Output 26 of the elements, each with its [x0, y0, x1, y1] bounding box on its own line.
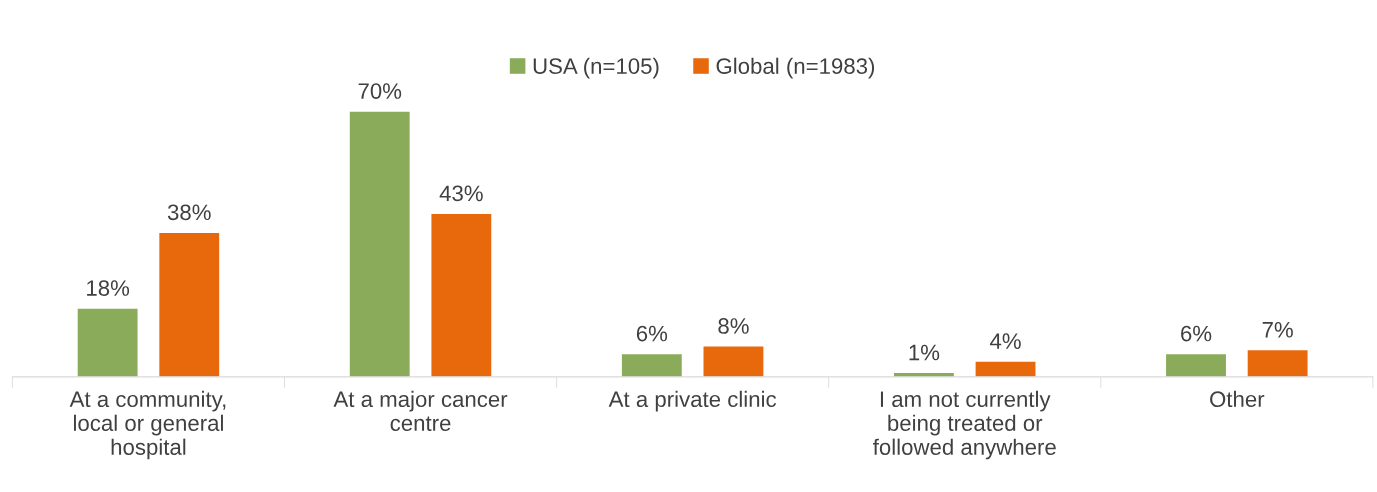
- data-label: 1%: [909, 344, 940, 361]
- data-label: 6%: [1181, 325, 1212, 342]
- bar: [77, 308, 138, 377]
- bar: [431, 213, 492, 377]
- x-tick-label: At a private clinic: [608, 390, 777, 412]
- data-label: 70%: [358, 83, 402, 99]
- bar: [975, 361, 1036, 377]
- bar: [1247, 350, 1308, 377]
- data-label: 18%: [87, 280, 130, 296]
- legend-label: USA (n=105): [533, 57, 659, 79]
- data-label: 4%: [989, 333, 1021, 349]
- bar: [349, 111, 410, 377]
- x-tick-label: At a major cancer centre: [333, 390, 508, 432]
- legend-label: Global (n=1983): [716, 57, 875, 79]
- data-label: 6%: [636, 325, 668, 342]
- data-label: 43%: [439, 185, 483, 202]
- data-label: 7%: [1262, 321, 1293, 338]
- bar: [621, 354, 682, 377]
- x-tick-label: At a community, local or general hospital: [69, 390, 226, 460]
- data-label: 8%: [718, 318, 749, 334]
- x-tick-label: I am not currently being treated or followed anywhere: [873, 390, 1056, 460]
- bar: [703, 346, 764, 377]
- x-tick-label: Other: [1210, 390, 1265, 408]
- data-label: 38%: [167, 204, 211, 221]
- bar: [1166, 354, 1226, 377]
- bar: [159, 232, 220, 377]
